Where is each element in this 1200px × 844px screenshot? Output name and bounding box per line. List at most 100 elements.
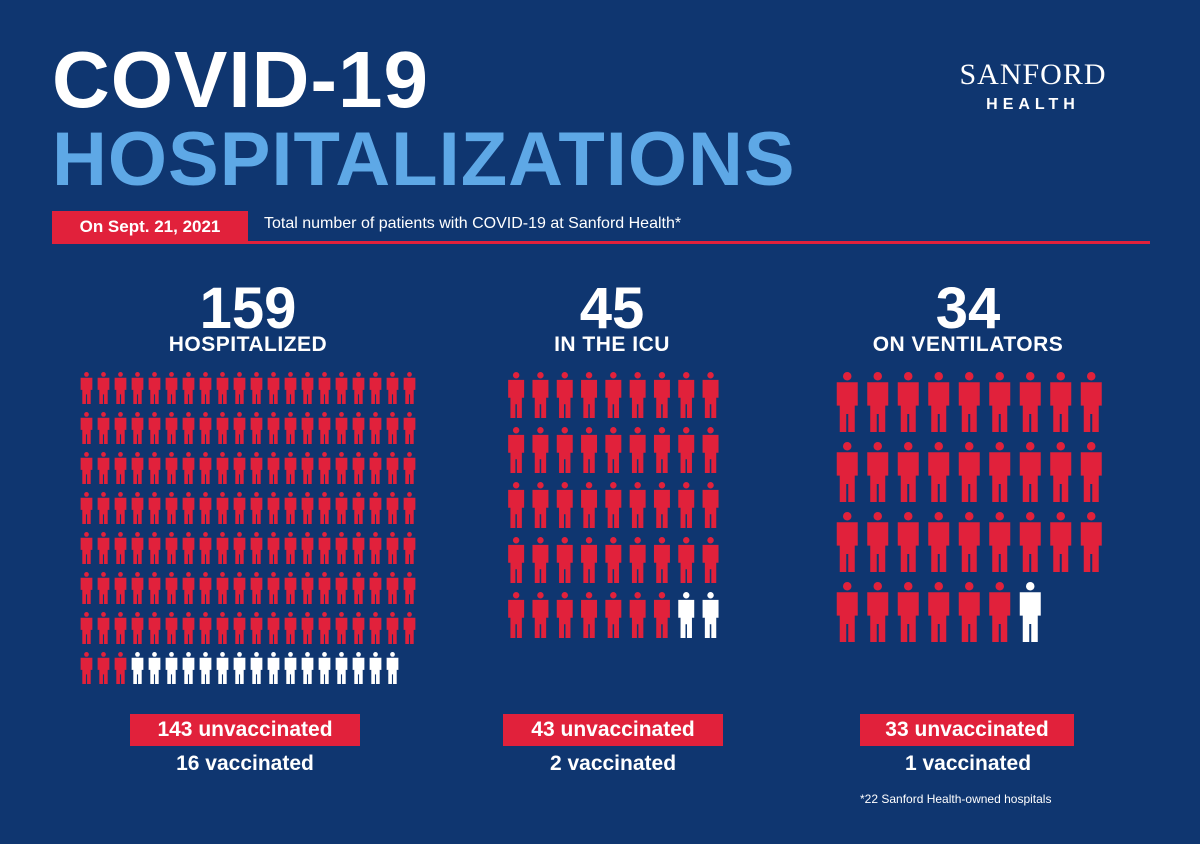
unvaccinated-person-icon [97,612,110,644]
unvaccinated-person-icon [131,532,144,564]
unvaccinated-person-icon [556,482,573,528]
unvaccinated-person-icon [284,412,297,444]
unvaccinated-person-icon [702,537,719,583]
unvaccinated-person-icon [867,372,889,432]
unvaccinated-person-icon [114,412,127,444]
unvaccinated-person-icon [301,372,314,404]
unvaccinated-person-icon [233,412,246,444]
icu-icon-grid [504,372,723,652]
unvaccinated-person-icon [532,482,549,528]
unvaccinated-person-icon [867,512,889,572]
unvaccinated-person-icon [605,427,622,473]
unvaccinated-person-icon [114,612,127,644]
unvaccinated-person-icon [867,582,889,642]
unvaccinated-person-icon [508,537,525,583]
unvaccinated-person-icon [267,532,280,564]
unvaccinated-person-icon [369,372,382,404]
unvaccinated-person-icon [318,412,331,444]
unvaccinated-person-icon [97,412,110,444]
vaccinated-person-icon [386,652,399,684]
unvaccinated-person-icon [335,372,348,404]
icu-total: 45 [579,276,645,341]
unvaccinated-person-icon [284,452,297,484]
unvaccinated-person-icon [605,537,622,583]
unvaccinated-person-icon [301,492,314,524]
unvaccinated-person-icon [556,537,573,583]
unvaccinated-person-icon [928,582,950,642]
vaccinated-person-icon [199,652,212,684]
unvaccinated-person-icon [216,492,229,524]
unvaccinated-person-icon [897,442,919,502]
title-hospitalizations: HOSPITALIZATIONS [52,117,796,202]
unvaccinated-person-icon [369,452,382,484]
ventilators-unvaccinated-badge: 33 unvaccinated [860,714,1074,746]
unvaccinated-person-icon [678,427,695,473]
unvaccinated-person-icon [369,492,382,524]
unvaccinated-person-icon [403,372,416,404]
unvaccinated-person-icon [556,427,573,473]
hospitalized-vaccinated-text: 16 vaccinated [176,752,314,775]
unvaccinated-person-icon [508,592,525,638]
vaccinated-person-icon [131,652,144,684]
unvaccinated-person-icon [403,572,416,604]
ventilators-total: 34 [935,276,1001,341]
divider-line [52,241,1150,244]
unvaccinated-person-icon [989,512,1011,572]
unvaccinated-person-icon [386,532,399,564]
unvaccinated-person-icon [250,372,263,404]
unvaccinated-person-icon [114,452,127,484]
unvaccinated-person-icon [958,582,980,642]
unvaccinated-person-icon [653,592,670,638]
unvaccinated-person-icon [1080,512,1102,572]
vaccinated-person-icon [702,592,719,638]
unvaccinated-person-icon [897,372,919,432]
unvaccinated-person-icon [284,372,297,404]
unvaccinated-person-icon [318,492,331,524]
unvaccinated-person-icon [836,512,858,572]
unvaccinated-person-icon [301,612,314,644]
vaccinated-person-icon [1019,582,1041,642]
unvaccinated-person-icon [80,412,93,444]
unvaccinated-person-icon [216,452,229,484]
unvaccinated-person-icon [80,652,93,684]
unvaccinated-person-icon [250,412,263,444]
unvaccinated-person-icon [556,372,573,418]
icu-label: IN THE ICU [554,333,670,356]
unvaccinated-person-icon [80,572,93,604]
unvaccinated-person-icon [267,452,280,484]
unvaccinated-person-icon [267,572,280,604]
unvaccinated-person-icon [836,372,858,432]
unvaccinated-person-icon [233,612,246,644]
unvaccinated-person-icon [508,427,525,473]
unvaccinated-person-icon [165,492,178,524]
unvaccinated-person-icon [605,592,622,638]
unvaccinated-person-icon [182,372,195,404]
unvaccinated-person-icon [386,572,399,604]
unvaccinated-person-icon [318,532,331,564]
unvaccinated-person-icon [1050,372,1072,432]
vaccinated-person-icon [216,652,229,684]
unvaccinated-person-icon [581,372,598,418]
unvaccinated-person-icon [352,492,365,524]
unvaccinated-person-icon [131,452,144,484]
unvaccinated-person-icon [369,412,382,444]
unvaccinated-person-icon [182,412,195,444]
unvaccinated-person-icon [386,372,399,404]
unvaccinated-person-icon [508,372,525,418]
unvaccinated-person-icon [284,612,297,644]
unvaccinated-person-icon [199,412,212,444]
unvaccinated-person-icon [958,512,980,572]
unvaccinated-person-icon [148,452,161,484]
unvaccinated-person-icon [318,372,331,404]
unvaccinated-person-icon [114,532,127,564]
unvaccinated-person-icon [250,612,263,644]
unvaccinated-person-icon [148,372,161,404]
unvaccinated-person-icon [114,572,127,604]
unvaccinated-person-icon [335,412,348,444]
unvaccinated-person-icon [182,492,195,524]
unvaccinated-person-icon [216,372,229,404]
unvaccinated-person-icon [629,537,646,583]
unvaccinated-person-icon [403,412,416,444]
unvaccinated-person-icon [318,452,331,484]
hospitalized-unvaccinated-badge: 143 unvaccinated [130,714,360,746]
